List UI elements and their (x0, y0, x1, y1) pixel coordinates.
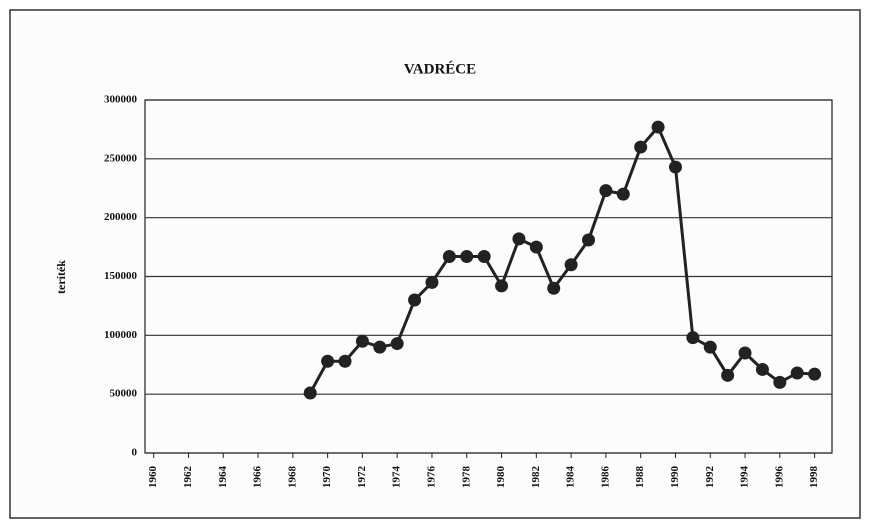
data-point (651, 120, 665, 134)
x-tick-label: 1998 (808, 466, 820, 489)
x-tick-label: 1962 (182, 466, 194, 489)
x-tick-label: 1976 (426, 466, 438, 489)
data-point (634, 140, 648, 154)
data-point (721, 368, 735, 382)
data-point (616, 187, 630, 201)
x-tick-label: 1982 (530, 466, 542, 489)
data-point (686, 331, 700, 345)
data-point (460, 249, 474, 263)
x-tick-label: 1996 (773, 466, 785, 489)
data-point (668, 160, 682, 174)
data-point (790, 366, 804, 380)
y-axis-label: teríték (54, 260, 68, 294)
data-point (582, 233, 596, 247)
data-point (599, 184, 613, 198)
x-tick-label: 1966 (252, 466, 264, 489)
x-tick-label: 1988 (634, 466, 646, 489)
frame (9, 9, 861, 519)
data-point (390, 337, 404, 351)
x-tick-label: 1968 (286, 466, 298, 489)
data-point (512, 232, 526, 246)
data-point (755, 362, 769, 376)
x-tick-label: 1960 (147, 466, 159, 489)
x-tick-label: 1980 (495, 466, 507, 489)
y-tick-label: 0 (132, 447, 138, 459)
chart-title: VADRÉCE (404, 60, 476, 77)
x-tick-label: 1984 (565, 466, 577, 489)
data-point (408, 293, 422, 307)
x-tick-label: 1970 (321, 466, 333, 489)
y-tick-label: 50000 (110, 388, 138, 400)
x-tick-label: 1990 (669, 466, 681, 489)
y-tick-label: 100000 (104, 329, 138, 341)
data-point (373, 340, 387, 354)
data-point (703, 340, 717, 354)
x-tick-label: 1992 (704, 466, 716, 489)
data-point (529, 240, 543, 254)
data-point (773, 375, 787, 389)
y-tick-label: 300000 (104, 94, 138, 106)
y-tick-label: 150000 (104, 270, 138, 282)
data-point (355, 334, 369, 348)
data-point (338, 354, 352, 368)
data-point (477, 249, 491, 263)
data-point (738, 346, 752, 360)
data-point (321, 354, 335, 368)
data-point (808, 367, 822, 381)
x-tick-label: 1974 (391, 466, 403, 489)
data-point (564, 258, 578, 272)
x-tick-label: 1986 (599, 466, 611, 489)
y-tick-label: 250000 (104, 152, 138, 164)
x-tick-label: 1964 (217, 466, 229, 489)
y-tick-label: 200000 (104, 211, 138, 223)
x-tick-label: 1978 (460, 466, 472, 489)
data-point (547, 281, 561, 295)
x-tick-label: 1972 (356, 466, 368, 489)
data-point (425, 275, 439, 289)
data-point (442, 249, 456, 263)
x-tick-label: 1994 (739, 466, 751, 489)
data-point (303, 386, 317, 400)
data-point (495, 279, 509, 293)
